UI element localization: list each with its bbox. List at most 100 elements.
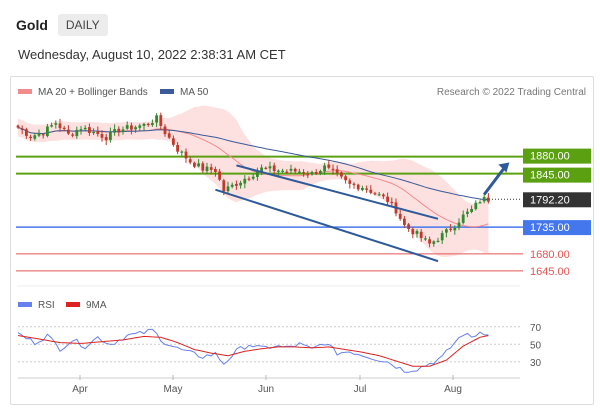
x-tick-label-apr: Apr bbox=[72, 384, 88, 395]
projection-arrow-shaft bbox=[483, 165, 507, 196]
candle-body bbox=[176, 144, 179, 152]
candle-body bbox=[365, 188, 368, 190]
timeframe-badge[interactable]: DAILY bbox=[57, 14, 108, 36]
candle-body bbox=[482, 197, 486, 202]
candle-body bbox=[386, 196, 389, 202]
candle-body bbox=[424, 238, 427, 240]
candle-body bbox=[20, 128, 24, 130]
candle-body bbox=[474, 202, 478, 210]
trend-line-2 bbox=[236, 164, 439, 220]
candle-body bbox=[281, 170, 284, 172]
candle-body bbox=[403, 218, 406, 226]
candle-body bbox=[83, 127, 87, 130]
candle-body bbox=[230, 184, 234, 187]
candle-body bbox=[113, 129, 116, 133]
candle-body bbox=[130, 125, 133, 130]
candle-body bbox=[277, 170, 280, 172]
bollinger-band bbox=[18, 105, 489, 257]
candle-body bbox=[457, 222, 461, 228]
candle-body bbox=[319, 170, 322, 174]
trend-line-1 bbox=[215, 188, 439, 263]
candle-body bbox=[369, 189, 373, 193]
candle-body bbox=[134, 127, 137, 130]
candle-body bbox=[306, 174, 310, 176]
candle-body bbox=[251, 176, 255, 179]
candle-body bbox=[92, 131, 95, 134]
candle-body bbox=[373, 193, 377, 195]
candle-body bbox=[382, 194, 385, 197]
candle-body bbox=[235, 183, 238, 186]
candle-body bbox=[58, 123, 62, 129]
candle-body bbox=[268, 166, 272, 169]
x-tick-label-jul: Jul bbox=[354, 384, 367, 395]
x-axis: Apr May Jun Jul Aug bbox=[18, 375, 520, 395]
candle-body bbox=[310, 171, 314, 175]
level-label-bg-1792.20 bbox=[523, 192, 591, 208]
candle-body bbox=[205, 166, 209, 172]
candle-body bbox=[96, 130, 100, 135]
candle-body bbox=[197, 163, 200, 167]
candle-body bbox=[428, 239, 431, 244]
candle-body bbox=[239, 182, 242, 186]
candle-body bbox=[344, 176, 347, 181]
candle-body bbox=[256, 171, 259, 177]
candle-body bbox=[340, 172, 343, 177]
chart-panel bbox=[10, 76, 594, 405]
candle-body bbox=[285, 171, 289, 173]
candle-body bbox=[377, 194, 381, 196]
candle-body bbox=[201, 163, 205, 171]
candle-body bbox=[478, 202, 482, 204]
projection-arrow-head bbox=[498, 162, 510, 173]
ma50-legend-swatch bbox=[160, 89, 174, 94]
candle-body bbox=[356, 184, 360, 190]
candle-body bbox=[138, 125, 142, 128]
candle-body bbox=[163, 126, 167, 135]
main-legend: MA 20 + Bollinger Bands MA 50 bbox=[18, 87, 209, 98]
candle-body bbox=[398, 213, 402, 219]
candle-body bbox=[298, 171, 301, 173]
candle-body bbox=[260, 167, 263, 172]
candle-body bbox=[272, 165, 276, 171]
x-tick-label-may: May bbox=[164, 384, 183, 395]
candle-body bbox=[155, 115, 158, 123]
candle-body bbox=[470, 208, 473, 212]
candle-body bbox=[100, 134, 104, 138]
candle-body bbox=[293, 168, 297, 172]
rsi-legend: RSI 9MA bbox=[18, 300, 107, 311]
candle-body bbox=[461, 214, 465, 223]
candle-body bbox=[184, 151, 188, 159]
candles bbox=[16, 112, 490, 248]
candle-body bbox=[415, 231, 419, 234]
candle-body bbox=[445, 229, 448, 233]
ma9-legend-swatch bbox=[66, 302, 80, 307]
candle-body bbox=[75, 129, 79, 137]
bb-legend-swatch bbox=[18, 89, 32, 94]
rsi-series-rsi bbox=[17, 328, 489, 373]
candle-body bbox=[180, 151, 184, 153]
level-label-1880.00: 1880.00 bbox=[530, 151, 570, 163]
candle-body bbox=[436, 240, 440, 243]
rsi-series-9ma bbox=[17, 335, 489, 367]
candle-body bbox=[407, 224, 410, 229]
x-tick-label-aug: Aug bbox=[444, 384, 462, 395]
candle-body bbox=[440, 233, 444, 241]
candle-body bbox=[33, 135, 37, 139]
level-label-1645.00: 1645.00 bbox=[530, 266, 570, 278]
timestamp: Wednesday, August 10, 2022 2:38:31 AM CE… bbox=[18, 47, 286, 62]
candle-body bbox=[302, 172, 305, 174]
candle-body bbox=[222, 180, 226, 192]
candle-body bbox=[419, 231, 423, 238]
credit-text: Research © 2022 Trading Central bbox=[437, 87, 586, 98]
chart-header: Gold DAILY bbox=[16, 13, 108, 37]
candle-body bbox=[226, 186, 230, 192]
candle-body bbox=[88, 127, 91, 134]
candle-body bbox=[151, 123, 154, 126]
candle-body bbox=[79, 129, 83, 131]
rsi-panel: 70 50 30 bbox=[17, 323, 542, 373]
level-label-bg-1735.00 bbox=[523, 220, 591, 236]
level-labels: 1880.00 1845.00 1792.20 1735.00 1680.00 1645.… bbox=[523, 148, 591, 278]
candle-body bbox=[209, 167, 213, 170]
candle-body bbox=[289, 168, 293, 171]
candle-body bbox=[335, 169, 339, 174]
